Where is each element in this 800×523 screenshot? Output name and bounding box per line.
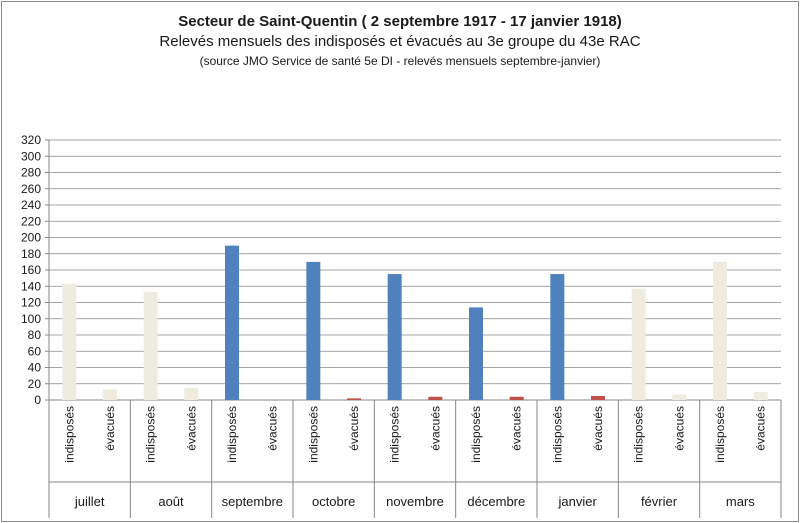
y-tick-label: 160 — [21, 263, 41, 277]
bar-évacués-décembre — [509, 396, 524, 400]
y-tick-label: 300 — [21, 149, 41, 163]
category-label-janvier: janvier — [558, 494, 598, 509]
bar-évacués-mars — [753, 391, 768, 400]
category-label-février: février — [641, 494, 678, 509]
sub-category-label: évacués — [184, 406, 198, 451]
sub-category-label: évacués — [672, 406, 686, 451]
sub-category-label: évacués — [754, 406, 768, 451]
y-tick-label: 20 — [28, 377, 42, 391]
chart-title: Secteur de Saint-Quentin ( 2 septembre 1… — [178, 13, 622, 30]
bar-indisposés-janvier — [550, 274, 565, 400]
sub-category-label: indisposés — [225, 406, 239, 463]
sub-category-label: évacués — [428, 406, 442, 451]
chart-titles: Secteur de Saint-Quentin ( 2 septembre 1… — [0, 12, 800, 70]
y-tick-label: 280 — [21, 166, 41, 180]
y-tick-label: 0 — [34, 393, 41, 407]
y-tick-label: 260 — [21, 182, 41, 196]
y-tick-label: 40 — [28, 361, 42, 375]
y-tick-label: 120 — [21, 296, 41, 310]
bar-évacués-novembre — [428, 396, 443, 400]
chart-subtitle: Relevés mensuels des indisposés et évacu… — [159, 33, 641, 50]
sub-category-label: indisposés — [469, 406, 483, 463]
sub-category-label: indisposés — [632, 406, 646, 463]
bar-indisposés-février — [631, 288, 646, 400]
category-label-septembre: septembre — [222, 494, 283, 509]
bar-évacués-juillet — [103, 389, 117, 400]
y-tick-label: 200 — [21, 231, 41, 245]
category-label-août: août — [158, 494, 184, 509]
chart-source: (source JMO Service de santé 5e DI - rel… — [199, 54, 601, 68]
bar-indisposés-septembre — [225, 245, 239, 400]
sub-category-label: évacués — [103, 406, 117, 451]
sub-category-label: évacués — [591, 406, 605, 451]
y-tick-label: 100 — [21, 312, 41, 326]
sub-category-label: indisposés — [144, 406, 158, 463]
y-tick-label: 220 — [21, 214, 41, 228]
sub-category-label: indisposés — [306, 406, 320, 463]
sub-category-label: indisposés — [713, 406, 727, 463]
bar-indisposés-octobre — [306, 261, 321, 400]
bar-indisposés-novembre — [387, 274, 402, 400]
category-label-novembre: novembre — [386, 494, 444, 509]
category-label-mars: mars — [726, 494, 755, 509]
bar-indisposés-décembre — [469, 307, 483, 400]
bar-évacués-octobre — [347, 398, 361, 400]
sub-category-label: évacués — [347, 406, 361, 451]
sub-category-label: indisposés — [388, 406, 402, 463]
category-label-décembre: décembre — [467, 494, 525, 509]
y-tick-label: 240 — [21, 198, 41, 212]
y-tick-label: 320 — [21, 133, 41, 147]
category-label-octobre: octobre — [312, 494, 355, 509]
y-tick-label: 80 — [28, 328, 42, 342]
bar-indisposés-mars — [713, 261, 727, 400]
category-label-juillet: juillet — [74, 494, 105, 509]
sub-category-label: indisposés — [550, 406, 564, 463]
bar-indisposés-août — [143, 291, 158, 400]
sub-category-label: évacués — [510, 406, 524, 451]
bar-évacués-février — [672, 394, 687, 400]
bar-évacués-janvier — [591, 395, 605, 400]
sub-category-label: indisposés — [62, 406, 76, 463]
bar-indisposés-juillet — [62, 283, 77, 400]
y-tick-label: 180 — [21, 247, 41, 261]
y-tick-label: 60 — [28, 344, 42, 358]
bar-évacués-août — [184, 387, 199, 400]
y-tick-label: 140 — [21, 279, 41, 293]
sub-category-label: évacués — [266, 406, 280, 451]
